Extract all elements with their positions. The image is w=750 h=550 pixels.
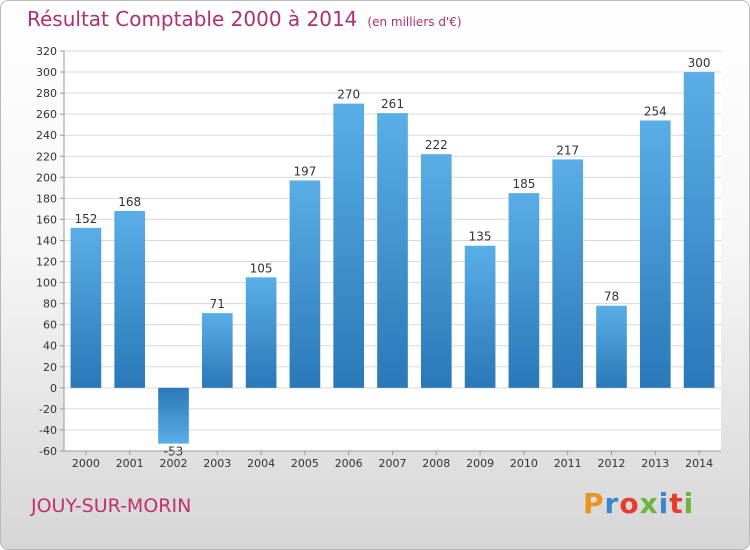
data-label-2006: 270 <box>337 88 360 102</box>
y-tick-label: 260 <box>36 108 57 121</box>
bar-2003 <box>201 313 233 388</box>
bar-2010 <box>508 193 540 388</box>
x-tick-label-2012: 2012 <box>598 457 626 470</box>
logo-letter: P <box>583 487 605 520</box>
logo-letter: t <box>669 487 684 520</box>
bar-2004 <box>245 277 277 388</box>
data-label-2003: 71 <box>210 297 225 311</box>
data-label-2010: 185 <box>512 177 535 191</box>
bar-2012 <box>596 305 627 388</box>
data-label-2005: 197 <box>293 164 316 178</box>
bar-2005 <box>289 180 321 388</box>
x-tick-label-2008: 2008 <box>422 457 450 470</box>
chart-title-text: Résultat Comptable 2000 à 2014 <box>27 7 358 31</box>
data-label-2013: 254 <box>644 104 667 118</box>
y-tick-label: -60 <box>39 445 57 458</box>
data-label-2007: 261 <box>381 97 404 111</box>
y-tick-label: 180 <box>36 192 57 205</box>
y-tick-label: 0 <box>50 382 57 395</box>
bar-2001 <box>114 211 146 388</box>
bars <box>70 72 715 444</box>
y-tick-label: -40 <box>39 424 57 437</box>
y-tick-label: 160 <box>36 213 57 226</box>
x-tick-label-2007: 2007 <box>379 457 407 470</box>
y-tick-label: 80 <box>43 298 57 311</box>
bar-2000 <box>70 227 102 388</box>
bar-2014 <box>683 72 715 388</box>
bar-2002 <box>158 387 189 444</box>
data-label-2008: 222 <box>425 138 448 152</box>
y-tick-label: 60 <box>43 319 57 332</box>
y-tick-label: 200 <box>36 171 57 184</box>
x-tick-label-2005: 2005 <box>291 457 319 470</box>
y-tick-label: 20 <box>43 361 57 374</box>
bar-2007 <box>377 113 408 388</box>
logo-letter: i <box>683 487 695 520</box>
x-tick-label-2002: 2002 <box>160 457 188 470</box>
x-tick-label-2004: 2004 <box>247 457 275 470</box>
bar-2013 <box>639 120 671 388</box>
y-tick-label: 140 <box>36 234 57 247</box>
x-tick-label-2009: 2009 <box>466 457 494 470</box>
y-axis-ticks: -60 -40 -20 0 20 40 60 80 100 120 140 160 180 200 220 2… <box>36 45 64 458</box>
data-labels: 152168-537110519727026122213518521778254… <box>74 56 710 459</box>
y-tick-label: 220 <box>36 150 57 163</box>
data-label-2000: 152 <box>74 212 97 226</box>
bar-2009 <box>464 245 496 388</box>
y-tick-label: 100 <box>36 277 57 290</box>
x-axis-ticks: 2000 2001 2002 2003 2004 2005 2006 2007 2008 2009… <box>72 451 713 470</box>
x-tick-label-2003: 2003 <box>203 457 231 470</box>
chart-unit: (en milliers d'€) <box>367 15 462 29</box>
logo-letter: r <box>604 487 620 520</box>
logo-letter: x <box>639 487 659 520</box>
data-label-2004: 105 <box>250 261 273 275</box>
bar-2008 <box>420 154 452 388</box>
y-tick-label: 120 <box>36 256 57 269</box>
x-tick-label-2001: 2001 <box>116 457 144 470</box>
x-tick-label-2006: 2006 <box>335 457 363 470</box>
bar-2011 <box>552 159 584 388</box>
y-tick-label: 300 <box>36 66 57 79</box>
logo-letter: o <box>619 487 640 520</box>
data-label-2001: 168 <box>118 195 141 209</box>
x-tick-label-2014: 2014 <box>685 457 713 470</box>
y-tick-label: 320 <box>36 45 57 58</box>
proxiti-logo: Proxiti <box>583 487 694 520</box>
data-label-2009: 135 <box>469 230 492 244</box>
commune-name: JOUY-SUR-MORIN <box>31 495 192 517</box>
bar-2006 <box>333 103 365 388</box>
x-tick-label-2011: 2011 <box>554 457 582 470</box>
y-tick-label: 280 <box>36 87 57 100</box>
y-tick-label: 40 <box>43 340 57 353</box>
data-label-2012: 78 <box>604 290 619 304</box>
x-tick-label-2010: 2010 <box>510 457 538 470</box>
x-tick-label-2013: 2013 <box>641 457 669 470</box>
logo-letter: i <box>658 487 670 520</box>
data-label-2014: 300 <box>688 56 711 70</box>
y-tick-label: -20 <box>39 403 57 416</box>
chart-title: Résultat Comptable 2000 à 2014 (en millie… <box>27 7 462 31</box>
data-label-2011: 217 <box>556 143 579 157</box>
x-tick-label-2000: 2000 <box>72 457 100 470</box>
y-tick-label: 240 <box>36 129 57 142</box>
